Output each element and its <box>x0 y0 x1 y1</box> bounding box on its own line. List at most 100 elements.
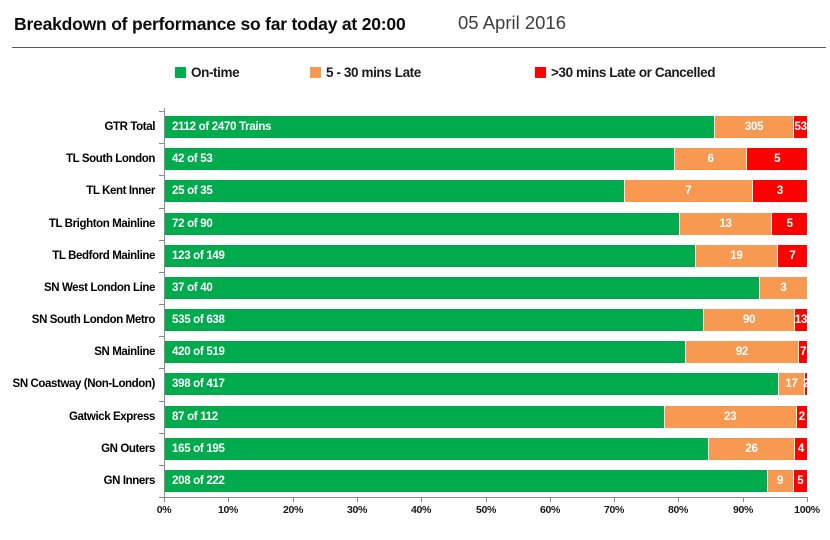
segment-value-label: 305 <box>744 121 764 133</box>
bar-segment-on-time: 535 of 638 <box>165 309 704 331</box>
bar-segment-very-late: 7 <box>776 245 807 267</box>
bar-segment-on-time: 398 of 417 <box>165 373 778 395</box>
row-label: TL Brighton Mainline <box>48 218 156 230</box>
y-axis-tick <box>159 433 165 434</box>
chart-row: TL Brighton Mainline 72 of 90 13 5 <box>0 208 830 240</box>
y-axis-tick <box>159 465 165 466</box>
x-axis-tick-label: 100% <box>794 504 820 516</box>
x-axis-tick-label: 60% <box>539 504 561 516</box>
legend-label: 5 - 30 mins Late <box>326 64 421 80</box>
segment-value-label: 90 <box>743 314 756 326</box>
segment-value-label: 72 of 90 <box>172 218 213 230</box>
bar-track: 123 of 149 19 7 <box>165 245 807 267</box>
bar-segment-very-late: 3 <box>751 180 807 202</box>
row-label: SN Mainline <box>94 346 155 358</box>
segment-value-label: 92 <box>735 346 749 358</box>
bar-segment-on-time: 165 of 195 <box>165 438 709 460</box>
bar-segment-very-late: 2 <box>795 406 807 428</box>
segment-value-label: 37 of 40 <box>172 282 213 294</box>
segment-value-label: 398 of 417 <box>172 378 225 390</box>
y-axis-tick <box>159 272 165 273</box>
x-axis-tick-label: 40% <box>410 504 432 516</box>
segment-value-label: 6 <box>707 153 714 165</box>
bar-track: 42 of 53 6 5 <box>165 148 807 170</box>
bar-segment-late: 26 <box>708 438 794 460</box>
chart-row: Gatwick Express 87 of 112 23 2 <box>0 401 830 433</box>
bar-segment-very-late: 5 <box>771 213 807 235</box>
x-axis-tick <box>614 497 615 502</box>
y-axis-tick <box>159 240 165 241</box>
segment-value-label: 2112 of 2470 Trains <box>172 121 272 133</box>
y-axis-tick <box>159 497 165 498</box>
x-axis-tick <box>807 497 808 502</box>
bar-segment-very-late: 53 <box>793 116 807 138</box>
bar-track: 398 of 417 17 2 <box>165 373 809 395</box>
x-axis-tick <box>293 497 294 502</box>
row-label: GN Outers <box>101 443 155 455</box>
legend-label: On-time <box>191 64 240 80</box>
bar-track: 72 of 90 13 5 <box>165 213 807 235</box>
y-axis-tick <box>159 401 165 402</box>
bar-segment-late: 13 <box>678 213 772 235</box>
y-axis-line <box>164 108 165 497</box>
y-axis-tick <box>159 143 165 144</box>
y-axis-tick <box>159 175 165 176</box>
bar-segment-very-late: 5 <box>746 148 807 170</box>
bar-segment-late: 92 <box>684 341 799 363</box>
segment-value-label: 42 of 53 <box>172 153 213 165</box>
bar-track: 208 of 222 9 5 <box>165 470 807 492</box>
x-axis-tick-label: 30% <box>346 504 368 516</box>
segment-value-label: 5 <box>774 153 781 165</box>
segment-value-label: 2 <box>802 378 809 390</box>
bar-segment-late: 3 <box>758 277 807 299</box>
y-axis-tick <box>159 304 165 305</box>
segment-value-label: 17 <box>785 378 798 390</box>
segment-value-label: 5 <box>797 475 804 487</box>
bar-segment-late: 9 <box>766 470 793 492</box>
segment-value-label: 3 <box>780 282 787 294</box>
segment-value-label: 208 of 222 <box>172 475 225 487</box>
segment-value-label: 123 of 149 <box>172 250 225 262</box>
x-axis-tick <box>228 497 229 502</box>
report-date: 05 April 2016 <box>458 12 567 33</box>
bar-track: 25 of 35 7 3 <box>165 180 807 202</box>
chart-row: TL Bedford Mainline 123 of 149 19 7 <box>0 240 830 272</box>
row-label: SN Coastway (Non-London) <box>12 378 156 390</box>
bar-segment-on-time: 72 of 90 <box>165 213 679 235</box>
bar-track: 37 of 40 3 <box>165 277 807 299</box>
bar-segment-on-time: 2112 of 2470 Trains <box>165 116 714 138</box>
segment-value-label: 2 <box>798 411 805 423</box>
segment-value-label: 13 <box>719 218 732 230</box>
bar-segment-on-time: 25 of 35 <box>165 180 624 202</box>
segment-value-label: 7 <box>685 185 692 197</box>
legend-item: >30 mins Late or Cancelled <box>535 64 715 80</box>
legend-swatch-on-time <box>175 66 186 78</box>
segment-value-label: 26 <box>745 443 758 455</box>
bar-track: 87 of 112 23 2 <box>165 406 807 428</box>
chart-row: GN Outers 165 of 195 26 4 <box>0 433 830 465</box>
chart-row: SN West London Line 37 of 40 3 <box>0 272 830 304</box>
bar-segment-very-late: 7 <box>798 341 807 363</box>
segment-value-label: 420 of 519 <box>172 346 225 358</box>
bar-segment-on-time: 123 of 149 <box>165 245 695 267</box>
bar-segment-late: 17 <box>777 373 804 395</box>
bar-segment-on-time: 208 of 222 <box>165 470 767 492</box>
bar-segment-on-time: 87 of 112 <box>165 406 664 428</box>
x-axis-tick-label: 70% <box>603 504 625 516</box>
x-axis-tick <box>678 497 679 502</box>
title-divider <box>12 47 826 48</box>
segment-value-label: 7 <box>800 346 807 358</box>
y-axis-tick <box>159 368 165 369</box>
bar-segment-on-time: 420 of 519 <box>165 341 685 363</box>
segment-value-label: 5 <box>786 218 793 230</box>
segment-value-label: 19 <box>730 250 743 262</box>
row-label: TL Bedford Mainline <box>52 250 155 262</box>
chart-row: TL South London 42 of 53 6 5 <box>0 143 830 175</box>
x-axis-tick-label: 90% <box>732 504 754 516</box>
y-axis-tick <box>159 111 165 112</box>
segment-value-label: 25 of 35 <box>172 185 213 197</box>
chart-row: TL Kent Inner 25 of 35 7 3 <box>0 175 830 207</box>
segment-value-label: 535 of 638 <box>172 314 225 326</box>
segment-value-label: 7 <box>789 250 796 262</box>
